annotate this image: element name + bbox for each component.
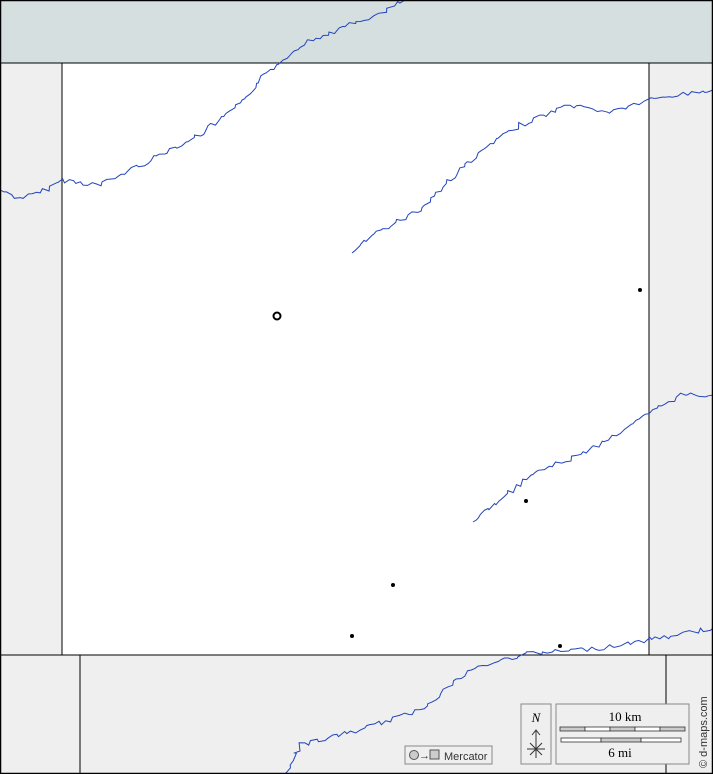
compass-box: N (520, 703, 552, 765)
main-region (61, 62, 650, 656)
town-dot-icon (391, 583, 395, 587)
watermark: © d-maps.com (698, 696, 710, 768)
projection-box: → Mercator (404, 745, 493, 765)
projection-label: Mercator (444, 751, 488, 763)
scale-mi-label: 6 mi (608, 745, 632, 760)
scale-bar-km (559, 726, 686, 732)
scale-km-label: 10 km (609, 709, 642, 724)
north-arrow-icon (527, 729, 545, 758)
town-dot-icon (558, 644, 562, 648)
city-capital-icon (272, 311, 282, 321)
river (351, 89, 713, 254)
scale-bar-mi (560, 737, 682, 743)
river (0, 0, 406, 199)
neighbor-right (648, 62, 713, 656)
north-label: N (531, 710, 542, 725)
scale-box: 10 km 6 mi (555, 703, 690, 765)
town-dot-icon (350, 634, 354, 638)
water-area (0, 0, 713, 64)
towns (350, 288, 642, 648)
neighbor-left (0, 62, 63, 656)
river (472, 392, 713, 523)
river (284, 627, 713, 774)
town-dot-icon (638, 288, 642, 292)
circle-to-square-projection-icon: → (409, 749, 440, 762)
town-dot-icon (524, 499, 528, 503)
neighbor-bottom-left (0, 654, 81, 774)
svg-text:→: → (419, 750, 430, 762)
